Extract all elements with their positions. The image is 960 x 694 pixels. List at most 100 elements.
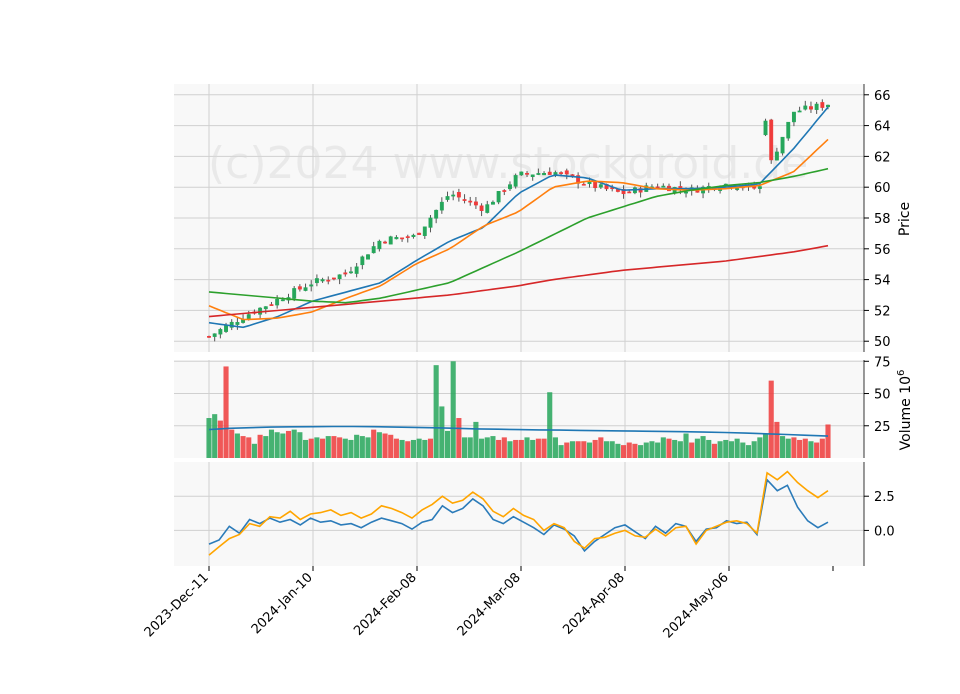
volume-bar [268,429,275,458]
volume-bar [263,436,269,458]
moving-average-line-3 [208,167,829,304]
volume-bar [376,432,382,458]
candle [525,171,529,177]
watermark: (c)2024 www.stockdroid.de [208,138,808,189]
volume-bar [700,436,706,458]
candle-body [525,172,529,175]
volume-bar [302,439,309,458]
volume-bar [405,441,411,458]
volume-bar [780,436,786,458]
candle-body [797,110,802,113]
volume-average-line [208,425,829,437]
volume-bar [717,441,723,458]
candle-body [354,266,359,274]
volume-bar [456,418,462,458]
volume-axis-label: Volume 106 [896,370,914,451]
y-tick-label: 62 [874,150,891,165]
volume-bar [621,445,627,458]
candle-body [479,205,484,211]
volume-bar [825,424,831,458]
candle-body [519,171,524,176]
y-tick-label: 60 [874,181,891,196]
candle-body [371,246,376,254]
volume-bar [547,392,553,458]
volume-bar [444,430,451,458]
volume-bar [541,438,547,458]
candle-body [536,173,541,175]
volume-bar [728,441,735,458]
volume-bar [388,434,394,458]
volume-bar [427,438,434,458]
candle-body [627,191,632,194]
candle [235,317,240,330]
candle [405,234,410,243]
volume-bar [615,443,621,458]
volume-bar [677,441,683,458]
candle-body [331,277,336,280]
candle-body [400,237,405,240]
candle [445,191,450,202]
candle-body [456,192,461,198]
candle [366,254,370,260]
volume-bar [285,430,292,458]
volume-bar [683,433,689,458]
x-tick-label: 2024-Jan-10 [249,570,316,637]
candle-body [383,241,387,244]
candle [735,187,740,192]
x-tick-label: 2023-Dec-11 [142,570,212,640]
volume-bar [745,445,752,458]
candle [530,174,535,181]
candle-body [269,304,274,306]
candle [581,182,586,186]
volume-bar [206,418,212,458]
candle-body [769,119,774,161]
candle [542,171,547,176]
candle-body [598,184,603,188]
volume-bar [291,429,297,458]
volume-bar [762,433,769,458]
candle [314,274,319,287]
y-tick-label: 52 [874,304,891,319]
candle [326,276,331,285]
volume-bar [535,438,541,458]
volume-bar [751,441,757,458]
candle-body [326,279,331,282]
candle-body [292,288,297,299]
volume-bar [461,437,468,458]
volume-bar [320,438,326,458]
candle-body [462,199,467,201]
candle-body [530,174,535,178]
volume-bar [694,438,700,458]
volume-bar [598,437,604,458]
candle [547,167,552,175]
volume-bar [814,442,820,458]
candle-body [428,217,433,228]
candle [519,171,524,176]
volume-bar [552,437,558,458]
candle [320,277,325,283]
candle [292,286,297,302]
candle [638,186,643,198]
moving-average-line-2 [208,138,829,321]
volume-bar [308,438,314,458]
candle [513,173,518,189]
candle-body [434,209,439,219]
volume-bar [808,441,814,458]
candle-body [394,237,399,240]
indicator-line-1 [208,478,829,553]
candle-body [547,171,552,175]
candle-body [405,236,410,238]
candle-body [581,183,586,186]
candle-body [814,103,819,110]
candle [451,190,456,201]
volume-bar [467,437,473,458]
candle [331,277,336,281]
volume-bar [439,406,445,458]
candle-body [780,136,785,154]
y-tick-label: 66 [874,89,891,104]
candle [263,306,268,314]
y-tick-label: 50 [874,388,891,403]
volume-bar [518,439,524,458]
candle-body [803,105,808,110]
